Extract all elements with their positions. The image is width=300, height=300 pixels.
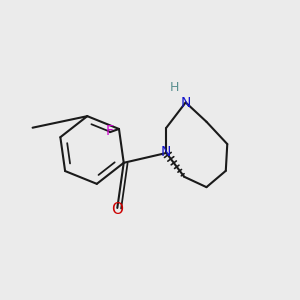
Text: N: N (181, 96, 191, 110)
Text: O: O (111, 202, 123, 217)
Text: F: F (106, 124, 114, 138)
Text: N: N (160, 146, 171, 159)
Text: H: H (170, 81, 179, 94)
